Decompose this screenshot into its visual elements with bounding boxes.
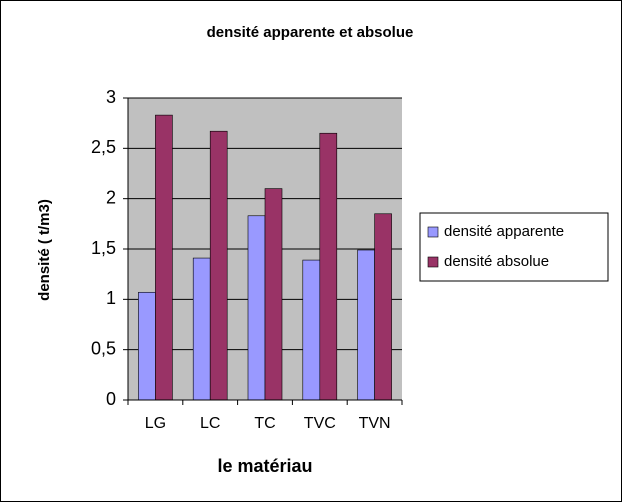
legend-swatch [427, 226, 439, 238]
legend-label: densité absolue [444, 253, 549, 270]
bar [374, 213, 392, 401]
y-tick-label: 0,5 [91, 338, 116, 358]
bar [192, 257, 211, 401]
chart-title: densité apparente et absolue [207, 24, 414, 41]
y-tick-label: 3 [106, 87, 116, 107]
y-tick-label: 0 [106, 389, 116, 409]
bar [319, 132, 338, 401]
y-axis-label: densité ( t/m3) [36, 199, 53, 301]
x-tick-label: LG [145, 415, 166, 432]
bar [155, 114, 173, 401]
legend-label: densité apparente [444, 223, 564, 240]
bar [264, 188, 283, 401]
bar [247, 215, 266, 401]
x-tick-label: LC [200, 415, 220, 432]
y-tick-label: 2 [106, 187, 116, 207]
bar [357, 249, 375, 401]
bar [302, 259, 321, 401]
y-tick-label: 1 [106, 288, 116, 308]
legend-box [419, 212, 609, 282]
x-tick-label: TVN [359, 415, 391, 432]
bar [209, 130, 228, 401]
y-tick-label: 2,5 [91, 137, 116, 157]
x-tick-label: TVC [304, 415, 336, 432]
x-axis-label: le matériau [217, 456, 312, 476]
x-tick-label: TC [254, 415, 275, 432]
y-tick-label: 1,5 [91, 238, 116, 258]
legend-swatch [427, 256, 439, 268]
bar [138, 291, 156, 401]
